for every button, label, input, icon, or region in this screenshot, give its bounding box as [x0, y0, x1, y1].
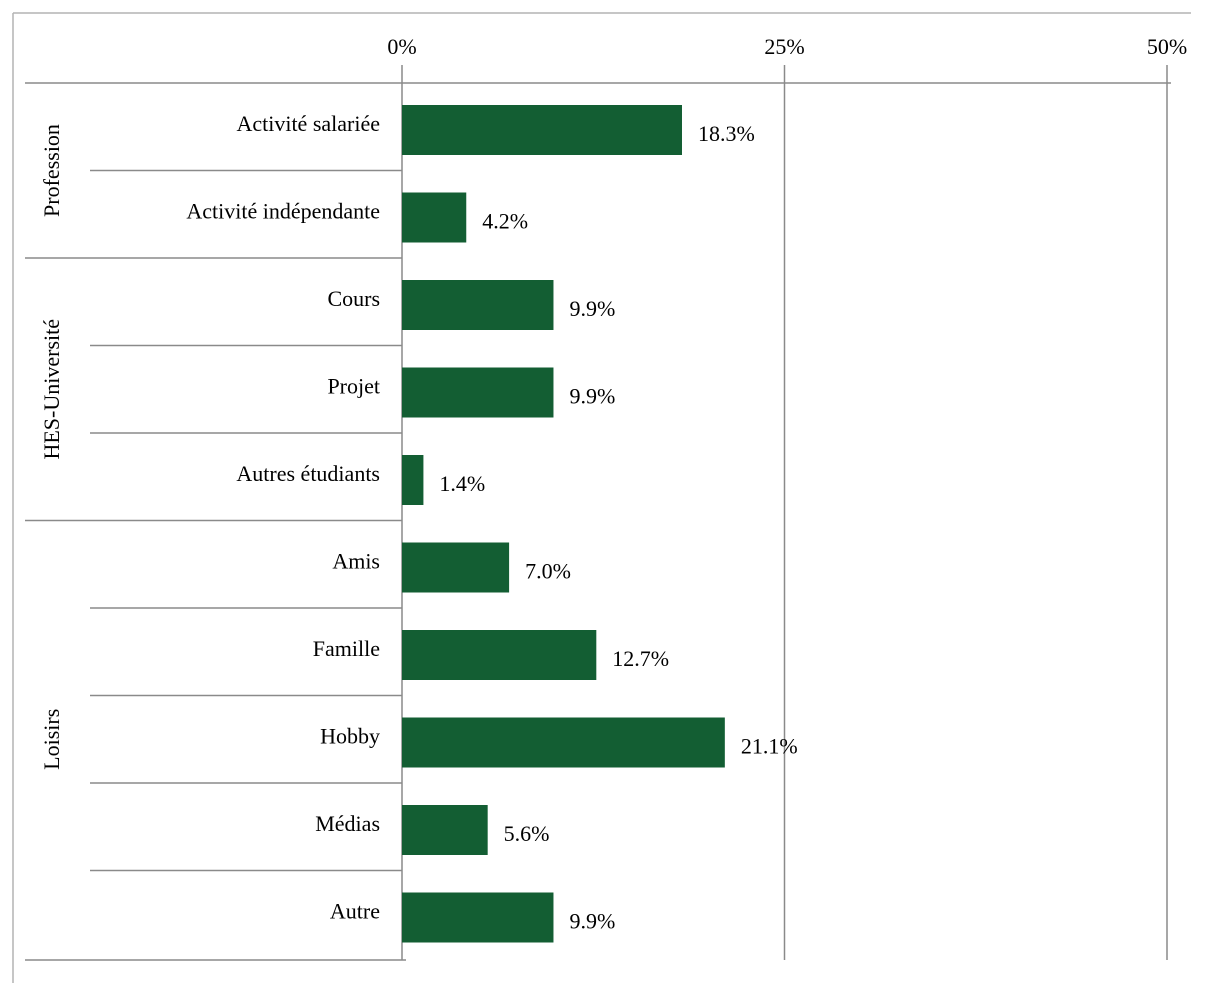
data-label: 12.7%: [612, 646, 669, 671]
category-label: Activité salariée: [236, 111, 380, 136]
bar-9: [402, 892, 554, 943]
bar-0: [402, 105, 682, 155]
x-tick-label: 25%: [764, 34, 804, 59]
x-tick-label: 50%: [1147, 34, 1187, 59]
data-label: 9.9%: [569, 909, 615, 934]
data-label: 7.0%: [525, 559, 571, 584]
x-tick-label: 0%: [387, 34, 416, 59]
data-label: 4.2%: [482, 209, 528, 234]
category-label: Famille: [313, 636, 380, 661]
group-label: HES-Université: [39, 319, 64, 460]
category-label: Activité indépendante: [186, 199, 380, 224]
bar-7: [402, 717, 725, 768]
data-label: 18.3%: [698, 121, 755, 146]
group-label: Profession: [39, 124, 64, 217]
data-label: 21.1%: [741, 734, 798, 759]
bar-8: [402, 805, 488, 855]
category-label: Cours: [327, 286, 380, 311]
bar-1: [402, 192, 467, 243]
category-label: Autre: [330, 899, 380, 924]
category-label: Hobby: [320, 724, 380, 749]
category-label: Médias: [315, 811, 380, 836]
bar-2: [402, 280, 554, 330]
bar-6: [402, 630, 597, 680]
category-label: Amis: [332, 549, 380, 574]
group-label: Loisirs: [39, 709, 64, 770]
data-label: 9.9%: [569, 384, 615, 409]
category-label: Autres étudiants: [236, 461, 380, 486]
category-label: Projet: [327, 374, 380, 399]
data-label: 9.9%: [569, 296, 615, 321]
data-label: 1.4%: [439, 471, 485, 496]
bar-5: [402, 542, 510, 593]
data-label: 5.6%: [504, 821, 550, 846]
bar-3: [402, 367, 554, 418]
bar-4: [402, 455, 424, 505]
